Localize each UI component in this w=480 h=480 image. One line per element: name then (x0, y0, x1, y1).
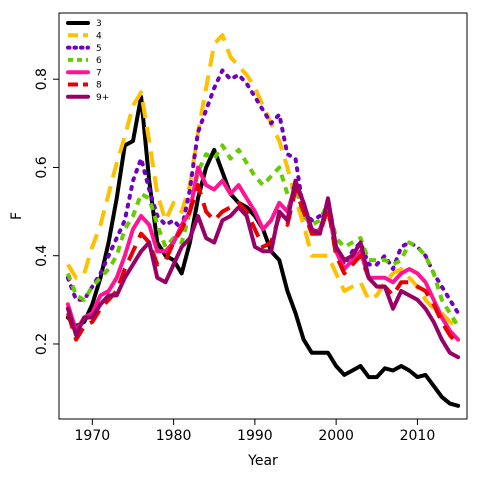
series-line-1 (66, 33, 460, 329)
series-line-4 (65, 165, 461, 342)
legend-label-1: 4 (96, 32, 102, 42)
y-axis-title: F (9, 212, 25, 220)
series-line-3 (66, 143, 460, 328)
series-line-5 (65, 183, 460, 346)
legend-label-5: 8 (96, 81, 102, 91)
legend-label-2: 5 (96, 44, 102, 54)
legend: 3 4 5 6 7 8 9+ (66, 19, 109, 103)
series-layer (65, 33, 461, 408)
x-tick-label: 2000 (318, 428, 354, 444)
plot-frame (58, 12, 468, 420)
legend-label-6: 9+ (96, 93, 109, 103)
y-tick-label: 0.6 (34, 156, 50, 178)
x-axis-title: Year (247, 453, 278, 469)
legend-label-3: 6 (96, 56, 102, 66)
x-tick-label: 2010 (400, 428, 436, 444)
series-line-6 (65, 178, 461, 360)
y-tick-label: 0.2 (34, 333, 50, 355)
legend-label-0: 3 (96, 19, 102, 29)
y-tick-label: 0.4 (34, 244, 50, 266)
axes-layer: 1970 1980 1990 2000 2010 0.2 0.4 0.6 0.8 (34, 68, 435, 444)
x-tick-label: 1990 (237, 428, 273, 444)
y-tick-label: 0.8 (34, 68, 50, 90)
series-line-2 (65, 68, 461, 316)
legend-label-4: 7 (96, 68, 102, 78)
x-tick-label: 1980 (156, 428, 192, 444)
x-tick-label: 1970 (75, 428, 111, 444)
